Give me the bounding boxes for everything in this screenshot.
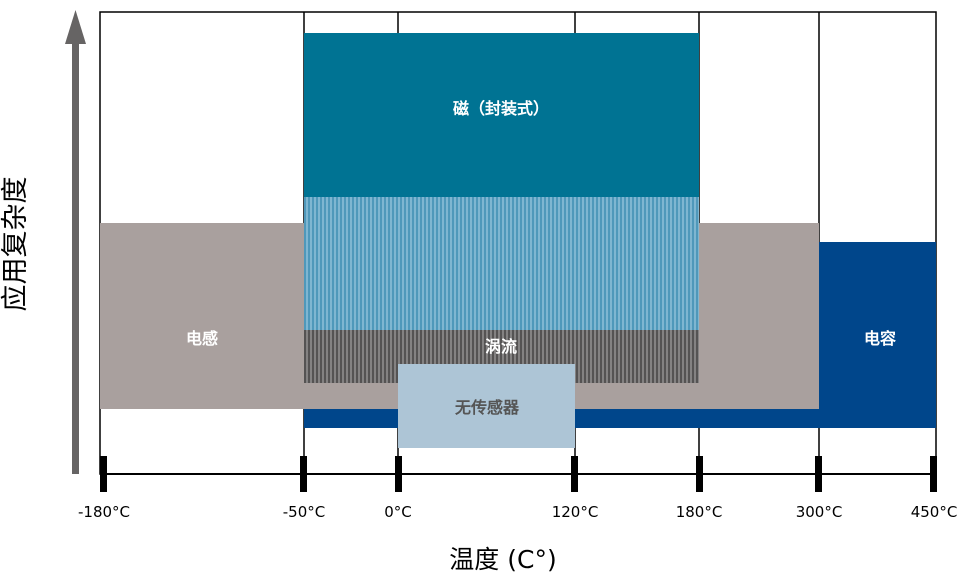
tick-label-0: 0°C <box>384 503 412 521</box>
tick-label-120: 120°C <box>552 503 599 521</box>
y-axis-arrow-shaft <box>72 42 79 474</box>
tick-label-minus-180: -180°C <box>78 503 130 521</box>
eddy-current-band-upper <box>304 197 699 330</box>
tick-180 <box>696 456 703 492</box>
tick-label-minus-50: -50°C <box>283 503 325 521</box>
tick-120 <box>571 456 578 492</box>
x-axis-title: 温度 (C°) <box>449 545 556 574</box>
y-axis-arrow <box>65 10 86 474</box>
eddy-current-label: 涡流 <box>485 337 517 356</box>
tick-label-180: 180°C <box>676 503 723 521</box>
tick-0 <box>395 456 402 492</box>
sensorless-band <box>398 364 575 448</box>
y-axis-title: 应用复杂度 <box>0 177 31 312</box>
sensorless-label: 无传感器 <box>454 398 520 417</box>
tick-450 <box>930 456 937 492</box>
tick-minus-180 <box>100 456 107 492</box>
magnetic-label: 磁（封装式） <box>453 99 549 118</box>
y-axis-arrow-head <box>65 10 86 44</box>
tick-label-450: 450°C <box>911 503 958 521</box>
magnetic-band <box>304 33 699 197</box>
tick-300 <box>815 456 822 492</box>
tick-label-300: 300°C <box>796 503 843 521</box>
x-axis <box>100 456 937 492</box>
capacitive-label: 电容 <box>864 329 896 348</box>
tick-minus-50 <box>300 456 307 492</box>
inductive-label: 电感 <box>186 329 218 348</box>
